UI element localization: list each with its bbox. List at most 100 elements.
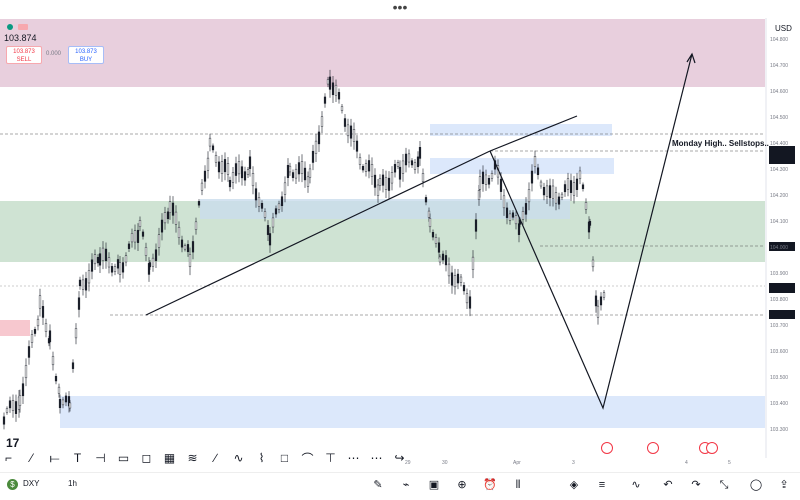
candle-body [48, 330, 52, 343]
candle-body [163, 212, 167, 224]
brush-icon[interactable]: ⌒ [301, 451, 314, 466]
event-flag-icon[interactable] [647, 442, 659, 454]
candle-body [533, 156, 537, 167]
rectangle-icon[interactable]: ▭ [117, 451, 130, 465]
menu-dots-icon[interactable]: ••• [392, 0, 408, 15]
blue-zone-top [430, 124, 612, 136]
fullscreen-icon[interactable]: ⤡ [719, 479, 729, 491]
event-flag-icon[interactable] [706, 442, 718, 454]
buy-button[interactable]: 103.873 BUY [68, 46, 104, 64]
curve-icon[interactable]: ↪ [394, 451, 405, 465]
candle-body [141, 231, 145, 237]
candle-body [490, 173, 494, 179]
pencil-icon[interactable]: ✎ [373, 479, 383, 491]
trendline-icon[interactable]: ⁄ [30, 451, 33, 465]
measure-icon[interactable]: ⊤ [325, 451, 336, 465]
candle-body [57, 386, 61, 394]
candle-body [144, 247, 148, 256]
candle-body [133, 230, 137, 243]
currency-label[interactable]: USD [775, 24, 792, 33]
candle-body [283, 182, 287, 195]
price-axis-label: 103.700 [770, 323, 789, 329]
candle-body [171, 202, 175, 216]
grid-icon[interactable]: ▦ [163, 451, 176, 465]
text-icon[interactable]: T [73, 451, 82, 465]
layers-icon[interactable]: ◈ [569, 479, 579, 491]
candle-body [334, 84, 338, 96]
candle-body [168, 201, 172, 213]
candle-body [524, 203, 528, 215]
candle-body [180, 239, 184, 248]
candle-body [127, 243, 131, 249]
account-icon[interactable]: ◯ [749, 479, 763, 491]
indicators-icon[interactable]: ≡ [598, 479, 606, 491]
callout-icon[interactable]: □ [280, 451, 289, 465]
candle-body [194, 221, 198, 230]
price-chart[interactable] [0, 18, 800, 458]
candle-body [211, 145, 215, 151]
short-position-icon[interactable]: ⋯ [370, 451, 383, 465]
candle-body [569, 180, 573, 193]
price-axis-label: 104.800 [770, 37, 789, 43]
wave-icon[interactable]: ∿ [233, 451, 244, 465]
undo-icon[interactable]: ↶ [663, 479, 673, 491]
candle-body [530, 170, 534, 184]
candle-body [471, 256, 475, 270]
candle-body [90, 259, 94, 272]
candle-body [41, 306, 45, 318]
trendline[interactable] [145, 150, 491, 316]
candle-body [93, 254, 97, 265]
candle-body [364, 163, 368, 172]
candle-body [286, 164, 290, 178]
layout-icon[interactable]: ▣ [428, 479, 440, 491]
symbol-name[interactable]: DXY [23, 479, 40, 488]
candle-body [116, 259, 120, 269]
pitchfork-icon[interactable]: ≋ [187, 451, 198, 465]
path-icon[interactable]: ⌇ [258, 451, 265, 465]
candle-body [413, 162, 417, 170]
candle-body [33, 329, 37, 334]
projection-path[interactable] [489, 53, 693, 410]
price-range-icon[interactable]: ⊣ [95, 451, 106, 465]
candle-body [508, 213, 512, 221]
candle-body [294, 168, 298, 179]
chart-style-icon[interactable]: ∿ [631, 479, 641, 491]
candle-body [444, 255, 448, 266]
pen-icon[interactable]: ∕ [214, 451, 217, 465]
candle-body [602, 292, 606, 298]
candle-body [367, 160, 371, 172]
candle-body [584, 202, 588, 210]
candle-body [514, 215, 518, 225]
candle-body [87, 270, 91, 284]
cursor-icon[interactable]: ⌐ [4, 451, 12, 465]
candle-body [228, 180, 232, 188]
candle-body [404, 153, 408, 166]
horizontal-line-icon[interactable]: ⟝ [49, 450, 60, 465]
event-flag-icon[interactable] [601, 442, 613, 454]
candle-body [578, 170, 582, 180]
long-position-icon[interactable]: ⋯ [347, 451, 360, 465]
candle-body [499, 178, 503, 192]
candle-body [410, 160, 414, 166]
interval-selector[interactable]: 1h [68, 479, 77, 488]
candle-body [343, 118, 347, 127]
candle-body [101, 247, 105, 261]
candle-body [390, 171, 394, 184]
chart-type-icon[interactable]: ⌁ [402, 479, 410, 491]
candles-icon[interactable]: ⫴ [515, 479, 521, 491]
candle-body [317, 131, 321, 145]
candle-body [203, 170, 207, 182]
trendline[interactable] [489, 115, 578, 152]
gann-box-icon[interactable]: ◻ [141, 451, 152, 465]
alarm-icon[interactable]: ⏰ [483, 479, 497, 491]
add-icon[interactable]: ⊕ [457, 479, 467, 491]
chart-annotation[interactable]: Monday High.. Sellstops.. [672, 139, 769, 148]
redo-icon[interactable]: ↷ [691, 479, 701, 491]
candle-body [113, 266, 117, 272]
blue-zone-bottom [60, 396, 765, 428]
candle-body [456, 273, 460, 284]
share-icon[interactable]: ⇪ [779, 479, 789, 491]
price-axis-label: 104.200 [770, 193, 789, 199]
sell-button[interactable]: 103.873 SELL [6, 46, 42, 64]
price-axis-label: 103.900 [770, 271, 789, 277]
